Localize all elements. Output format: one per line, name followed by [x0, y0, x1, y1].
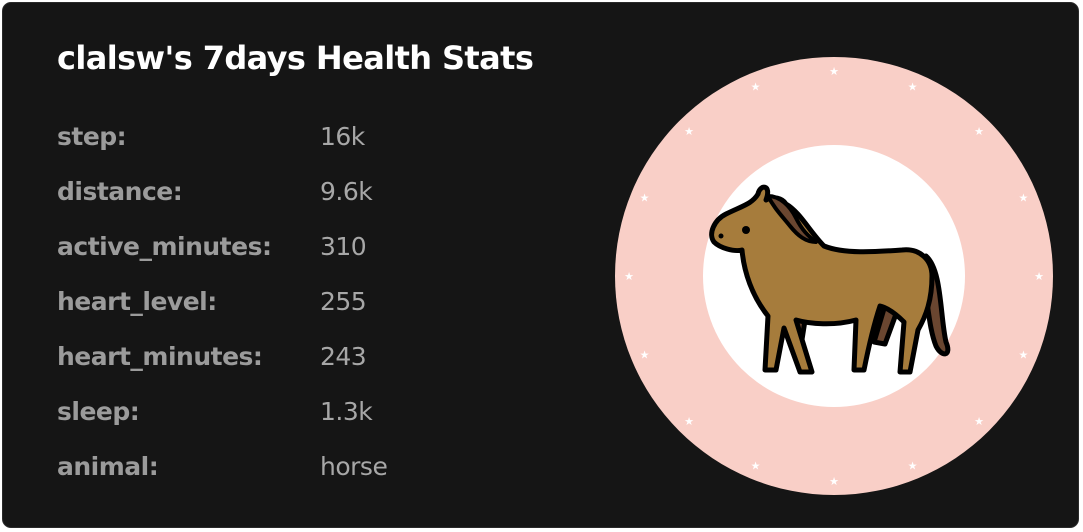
- star-icon: ★: [624, 270, 634, 283]
- stat-value-sleep: 1.3k: [320, 397, 373, 426]
- star-icon: ★: [751, 459, 761, 472]
- stat-value-distance: 9.6k: [320, 177, 373, 206]
- star-icon: ★: [684, 415, 694, 428]
- star-icon: ★: [1018, 349, 1028, 362]
- stat-label-sleep: sleep:: [57, 397, 140, 426]
- star-icon: ★: [908, 81, 918, 94]
- card-title: clalsw's 7days Health Stats: [57, 39, 534, 77]
- stat-value-heart-level: 255: [320, 287, 367, 316]
- stat-value-active-minutes: 310: [320, 232, 367, 261]
- ring-stars: ★ ★ ★ ★ ★ ★ ★ ★ ★ ★ ★ ★ ★ ★ ★ ★: [624, 65, 1044, 488]
- stat-row-active-minutes: active_minutes: 310: [57, 224, 477, 279]
- horse-icon: [709, 184, 951, 375]
- animal-badge: ★ ★ ★ ★ ★ ★ ★ ★ ★ ★ ★ ★ ★ ★ ★ ★: [615, 57, 1053, 495]
- stat-row-heart-minutes: heart_minutes: 243: [57, 334, 477, 389]
- stat-value-heart-minutes: 243: [320, 342, 367, 371]
- star-icon: ★: [640, 349, 650, 362]
- star-icon: ★: [974, 125, 984, 138]
- stat-label-heart-level: heart_level:: [57, 287, 217, 316]
- stat-row-sleep: sleep: 1.3k: [57, 389, 477, 444]
- stat-row-heart-level: heart_level: 255: [57, 279, 477, 334]
- star-icon: ★: [974, 415, 984, 428]
- star-icon: ★: [1018, 192, 1028, 205]
- star-icon: ★: [684, 125, 694, 138]
- star-icon: ★: [908, 459, 918, 472]
- stat-label-distance: distance:: [57, 177, 183, 206]
- star-icon: ★: [829, 475, 839, 488]
- stat-row-animal: animal: horse: [57, 444, 477, 499]
- star-icon: ★: [640, 192, 650, 205]
- star-icon: ★: [1034, 270, 1044, 283]
- stat-value-animal: horse: [320, 452, 388, 481]
- stat-label-active-minutes: active_minutes:: [57, 232, 272, 261]
- star-icon: ★: [751, 81, 761, 94]
- stat-label-heart-minutes: heart_minutes:: [57, 342, 263, 371]
- stats-list: step: 16k distance: 9.6k active_minutes:…: [57, 114, 477, 499]
- stat-label-animal: animal:: [57, 452, 159, 481]
- stat-row-distance: distance: 9.6k: [57, 169, 477, 224]
- stat-value-step: 16k: [320, 122, 365, 151]
- star-icon: ★: [829, 65, 839, 78]
- stat-row-step: step: 16k: [57, 114, 477, 169]
- stat-label-step: step:: [57, 122, 127, 151]
